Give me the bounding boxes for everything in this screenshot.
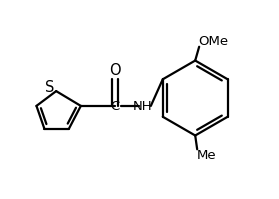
- Text: NH: NH: [133, 100, 153, 113]
- Text: OMe: OMe: [198, 35, 228, 48]
- Text: Me: Me: [197, 149, 217, 162]
- Text: O: O: [110, 63, 121, 78]
- Text: S: S: [45, 80, 54, 95]
- Text: C: C: [111, 100, 120, 113]
